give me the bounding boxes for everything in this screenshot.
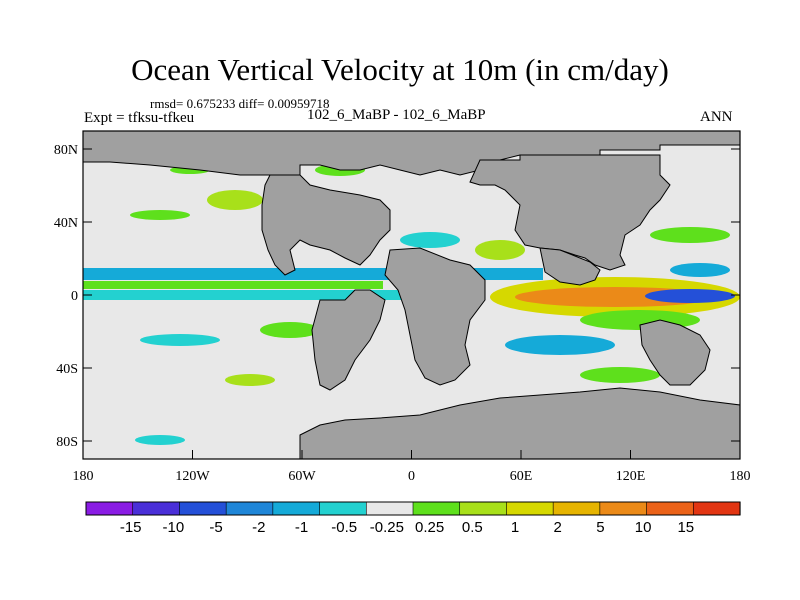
equatorial-band-green	[83, 281, 383, 289]
x-tick-label-60e: 60E	[510, 469, 533, 484]
land-north-polar	[82, 130, 741, 186]
land-masses	[82, 130, 741, 460]
south-patch-6	[135, 435, 185, 445]
south-patch-2	[260, 322, 320, 338]
colorbar-label: 0.5	[462, 519, 483, 536]
colorbar-swatch	[412, 501, 461, 516]
equatorial-band-south	[83, 290, 413, 300]
colorbar-label: -15	[120, 519, 142, 536]
east-pacific-patch	[207, 190, 263, 210]
chart-title: Ocean Vertical Velocity at 10m (in cm/da…	[131, 52, 669, 87]
colorbar-swatch	[692, 501, 741, 516]
x-tick-label-180w: 180	[73, 469, 94, 484]
south-patch-3	[505, 335, 615, 355]
y-tick-label-80n: 80N	[54, 143, 78, 158]
colorbar-label: -0.25	[370, 519, 404, 536]
colorbar-swatches	[85, 501, 741, 516]
north-patch-1	[130, 210, 190, 220]
y-tick-label-40n: 40N	[54, 216, 78, 231]
map-panel: 80N 40N 0 40S 80S 180 120W 60W 0 60E 120…	[54, 130, 751, 484]
land-australia	[639, 319, 711, 386]
colorbar-label: 2	[554, 519, 562, 536]
x-tick-label-180e: 180	[730, 469, 751, 484]
x-axis	[82, 450, 741, 459]
x-tick-label-60w: 60W	[288, 469, 316, 484]
y-tick-label-80s: 80S	[56, 435, 78, 450]
experiment-label: Expt = tfksu-tfkeu	[84, 110, 195, 126]
indian-ocean-upwelling	[645, 289, 735, 303]
land-americas-north	[261, 174, 391, 276]
x-tick-label-120w: 120W	[175, 469, 210, 484]
land-americas-south	[311, 289, 386, 391]
y-tick-label-0: 0	[71, 289, 78, 304]
colorbar-label: 1	[511, 519, 519, 536]
south-patch-5	[225, 374, 275, 386]
colorbar-swatch	[552, 501, 601, 516]
colorbar-swatch	[506, 501, 554, 516]
colorbar-label: -1	[295, 519, 308, 536]
colorbar-swatch	[225, 501, 274, 516]
land-africa	[384, 247, 486, 386]
colorbar-swatch	[132, 501, 181, 516]
colorbar-swatch	[85, 501, 134, 516]
colorbar-swatch	[459, 501, 508, 516]
colorbar-swatch	[599, 501, 648, 516]
nw-pacific-patch	[650, 227, 730, 243]
colorbar-frame	[85, 501, 741, 516]
land-asia-south	[539, 247, 601, 286]
atlantic-patch	[400, 232, 460, 248]
south-patch-1	[140, 334, 220, 346]
x-tick-label-0: 0	[408, 469, 415, 484]
x-tick-label-120e: 120E	[616, 469, 646, 484]
colorbar-label: 15	[677, 519, 694, 536]
colorbar-swatch	[646, 501, 694, 516]
nw-pacific-patch-2	[670, 263, 730, 277]
colorbar: -15 -10 -5 -2 -1 -0.5 -0.25 0.25 0.5 1 2…	[85, 501, 741, 536]
atlantic-patch-2	[475, 240, 525, 260]
colorbar-label: -0.5	[331, 519, 357, 536]
colorbar-label: -10	[163, 519, 185, 536]
colorbar-swatch	[179, 501, 227, 516]
colorbar-swatch	[319, 501, 367, 516]
colorbar-label: 0.25	[415, 519, 444, 536]
colorbar-label: 5	[596, 519, 604, 536]
season-label: ANN	[700, 109, 733, 125]
land-eurasia	[469, 154, 671, 271]
case-label: 102_6_MaBP - 102_6_MaBP	[307, 107, 486, 123]
colorbar-label: 10	[635, 519, 652, 536]
south-patch-4	[580, 367, 660, 383]
colorbar-label: -5	[209, 519, 222, 536]
stats-label: rmsd= 0.675233 diff= 0.00959718	[150, 96, 330, 111]
y-axis	[83, 148, 740, 442]
colorbar-swatch	[272, 501, 321, 516]
colorbar-label: -2	[252, 519, 265, 536]
y-tick-label-40s: 40S	[56, 362, 78, 377]
colorbar-swatch	[365, 501, 414, 516]
